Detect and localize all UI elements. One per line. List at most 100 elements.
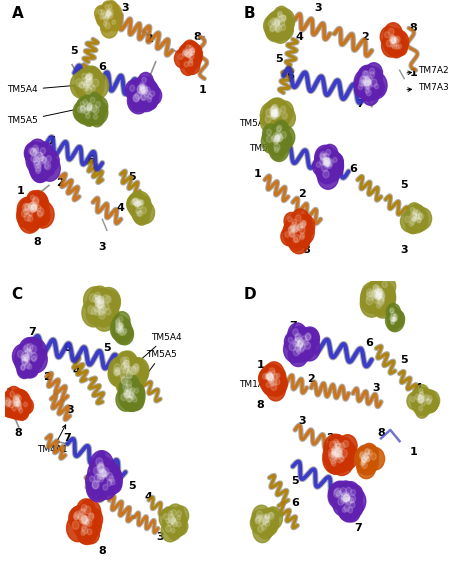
Circle shape (118, 329, 124, 336)
Circle shape (88, 514, 94, 520)
Circle shape (135, 201, 140, 207)
Circle shape (28, 191, 48, 215)
Circle shape (77, 504, 93, 523)
Circle shape (419, 388, 423, 393)
Circle shape (21, 351, 29, 361)
Text: 4: 4 (117, 203, 125, 213)
Circle shape (264, 362, 284, 386)
Circle shape (100, 17, 118, 38)
Circle shape (98, 10, 102, 15)
Circle shape (326, 149, 331, 155)
Circle shape (414, 391, 430, 410)
Circle shape (365, 80, 371, 88)
Circle shape (88, 460, 111, 487)
Circle shape (268, 377, 274, 383)
Circle shape (332, 451, 338, 459)
Circle shape (33, 156, 38, 162)
Circle shape (83, 98, 100, 119)
Circle shape (392, 43, 397, 49)
Circle shape (96, 296, 101, 302)
Circle shape (272, 22, 286, 40)
Circle shape (118, 384, 139, 409)
Text: 1: 1 (82, 529, 90, 539)
Circle shape (288, 215, 303, 233)
Circle shape (134, 95, 139, 102)
Circle shape (135, 77, 157, 104)
Circle shape (81, 509, 86, 514)
Circle shape (418, 398, 422, 404)
Circle shape (328, 456, 343, 474)
Circle shape (274, 147, 279, 152)
Circle shape (358, 76, 372, 93)
Circle shape (180, 46, 194, 63)
Circle shape (297, 341, 302, 347)
Circle shape (365, 285, 382, 306)
Circle shape (324, 160, 328, 165)
Circle shape (263, 369, 281, 390)
Circle shape (78, 513, 97, 536)
Circle shape (384, 22, 402, 45)
Circle shape (120, 386, 138, 408)
Circle shape (368, 278, 389, 303)
Circle shape (112, 316, 126, 333)
Circle shape (98, 307, 104, 314)
Circle shape (364, 78, 371, 86)
Circle shape (329, 441, 352, 467)
Circle shape (91, 304, 108, 325)
Circle shape (386, 303, 401, 321)
Circle shape (137, 202, 155, 224)
Circle shape (85, 508, 100, 527)
Circle shape (412, 210, 426, 226)
Circle shape (298, 341, 303, 346)
Circle shape (29, 151, 46, 171)
Circle shape (266, 373, 285, 396)
Circle shape (93, 107, 99, 114)
Circle shape (373, 285, 378, 292)
Circle shape (335, 454, 340, 459)
Circle shape (81, 106, 85, 112)
Circle shape (373, 296, 379, 303)
Circle shape (281, 24, 286, 30)
Circle shape (31, 356, 36, 361)
Circle shape (81, 515, 96, 533)
Circle shape (358, 66, 376, 87)
Circle shape (85, 69, 100, 87)
Circle shape (375, 291, 381, 298)
Circle shape (341, 491, 361, 515)
Circle shape (358, 455, 371, 471)
Circle shape (391, 37, 396, 43)
Circle shape (20, 398, 33, 414)
Circle shape (415, 210, 428, 226)
Circle shape (25, 207, 39, 224)
Circle shape (297, 228, 311, 246)
Circle shape (102, 468, 109, 477)
Circle shape (300, 335, 315, 353)
Circle shape (72, 521, 79, 529)
Circle shape (324, 159, 338, 176)
Circle shape (12, 406, 16, 411)
Circle shape (85, 85, 90, 90)
Circle shape (94, 464, 114, 488)
Circle shape (392, 318, 395, 321)
Circle shape (272, 112, 278, 120)
Circle shape (134, 206, 150, 225)
Circle shape (88, 101, 108, 125)
Circle shape (96, 102, 100, 107)
Circle shape (291, 335, 312, 360)
Circle shape (90, 451, 113, 479)
Circle shape (289, 220, 303, 238)
Circle shape (82, 78, 88, 85)
Circle shape (420, 391, 423, 396)
Circle shape (258, 510, 273, 528)
Circle shape (83, 81, 89, 87)
Circle shape (117, 358, 134, 378)
Circle shape (272, 130, 286, 148)
Circle shape (12, 396, 29, 418)
Circle shape (269, 513, 274, 519)
Circle shape (411, 214, 417, 220)
Circle shape (378, 275, 396, 297)
Circle shape (370, 79, 377, 87)
Circle shape (139, 84, 158, 107)
Circle shape (389, 314, 400, 328)
Circle shape (267, 104, 286, 128)
